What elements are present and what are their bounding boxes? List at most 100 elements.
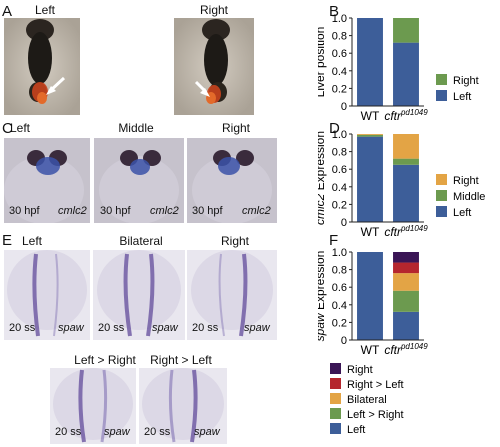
panel-e-stage-label-right-gt-left: 20 ss (144, 426, 171, 438)
panel-a-caption-left: Left (34, 3, 55, 17)
panel-c-embryo-photo-middle (94, 138, 184, 223)
panel-letter-c: C (2, 120, 13, 137)
x-category-name: WT (361, 343, 380, 357)
x-category-superscript: pd1049 (400, 224, 428, 233)
legend-label: Left (347, 424, 365, 436)
panel-e-embryo-photo-right-gt-left (139, 368, 227, 444)
bar-segment-left (393, 42, 419, 106)
legend-label: Middle (453, 191, 485, 203)
panel-e-embryo-photo-left (4, 250, 90, 340)
legend-label: Right (453, 175, 479, 187)
panel-e-gene-label-right: spaw (244, 322, 270, 334)
y-tick-label: 0.2 (332, 83, 347, 95)
y-tick-label: 0.8 (332, 265, 347, 277)
bar-segment-left (393, 311, 419, 340)
x-category-label: WT (361, 225, 380, 238)
x-category-name: cftr (384, 225, 402, 238)
y-axis-label: Liver position (318, 27, 327, 98)
panel-e-gene-label-left-gt-right: spaw (104, 426, 130, 438)
bar-segment-middle (357, 134, 383, 137)
panel-c-stage-label-left: 30 hpf (9, 205, 40, 217)
legend-swatch (436, 174, 447, 185)
legend-label: Left (453, 91, 471, 103)
legend-label: Right (347, 364, 373, 376)
y-tick-label: 0.8 (332, 147, 347, 159)
panel-e-stage-label-left: 20 ss (9, 322, 36, 334)
y-axis-label: spaw Expression (318, 251, 327, 342)
panel-c-embryo-photo-right (187, 138, 277, 223)
y-axis-label-text: Expression (318, 131, 327, 194)
legend-label: Right > Left (347, 379, 404, 391)
x-category-label: cftrpd1049 (384, 224, 428, 238)
panel-c-stage-label-right: 30 hpf (192, 205, 223, 217)
y-axis-label: cmlc2 Expression (318, 131, 327, 225)
legend-swatch (436, 190, 447, 201)
y-axis-label-text: Expression (318, 251, 327, 314)
legend-label: Left > Right (347, 409, 404, 421)
x-category-name: WT (361, 109, 380, 122)
panel-e-caption-right: Right (220, 234, 249, 248)
y-tick-label: 0.4 (332, 300, 347, 312)
panel-e-embryo-photo-bilateral (93, 250, 185, 340)
cmlc2-expression-chart: cmlc2 Expression 0 0.2 0.4 0.6 0.8 1.0 WT cftrpd… (318, 129, 485, 238)
panel-e-gene-label-bilateral: spaw (152, 322, 178, 334)
panel-a-embryo-photo-left (4, 18, 80, 115)
bar-segment-left (357, 18, 383, 106)
legend-swatch (330, 423, 341, 434)
x-category-superscript: pd1049 (400, 342, 428, 351)
bar-segment-left-right (393, 290, 419, 312)
panel-e-caption-bilateral: Bilateral (119, 234, 163, 248)
spaw-expression-chart: spaw Expression 0 0.2 0.4 0.6 0.8 1.0 WT cftrpd1… (318, 247, 428, 436)
y-tick-label: 0.6 (332, 282, 347, 294)
bar-segment-right (393, 252, 419, 263)
y-tick-label: 1.0 (332, 13, 347, 25)
bar-segment-right-left (393, 262, 419, 274)
panel-c-gene-label-middle: cmlc2 (150, 205, 179, 217)
panel-e-embryo-photo-left-gt-right (50, 368, 136, 444)
panel-c-caption-middle: Middle (118, 121, 154, 135)
legend-swatch (436, 206, 447, 217)
y-tick-label: 0 (341, 335, 347, 347)
legend-label: Right (453, 75, 479, 87)
panel-e-caption-right-gt-left: Right > Left (150, 353, 212, 367)
panel-c-stage-label-middle: 30 hpf (100, 205, 131, 217)
panel-letter-d: D (329, 120, 340, 137)
bar-segment-left (393, 164, 419, 222)
panel-e-caption-left-gt-right: Left > Right (74, 353, 136, 367)
panel-e-stage-label-right: 20 ss (192, 322, 219, 334)
bar-segment-right (393, 18, 419, 43)
bar-segment-right (393, 134, 419, 159)
y-tick-label: 1.0 (332, 129, 347, 141)
y-tick-label: 0.6 (332, 48, 347, 60)
legend-swatch (436, 74, 447, 85)
x-category-label: cftrpd1049 (384, 342, 428, 357)
legend-label: Left (453, 207, 471, 219)
panel-c-caption-right: Right (221, 121, 250, 135)
y-tick-label: 0.2 (332, 317, 347, 329)
y-tick-label: 1.0 (332, 247, 347, 259)
bar-segment-left (357, 252, 383, 340)
y-tick-label: 0 (341, 217, 347, 229)
y-tick-label: 0.4 (332, 182, 347, 194)
x-category-label: WT (361, 109, 380, 122)
y-tick-label: 0.6 (332, 164, 347, 176)
panel-e-stage-label-left-gt-right: 20 ss (55, 426, 82, 438)
y-axis-label-gene: cmlc2 (318, 193, 327, 225)
x-category-name: cftr (384, 343, 402, 357)
x-category-superscript: pd1049 (400, 108, 428, 117)
legend-swatch (330, 393, 341, 404)
panel-c-gene-label-left: cmlc2 (58, 205, 87, 217)
panel-letter-e: E (2, 232, 13, 249)
panel-e-embryo-photo-right (187, 250, 277, 340)
x-category-label: WT (361, 343, 380, 357)
y-tick-label: 0.4 (332, 66, 347, 78)
panel-letter-a: A (2, 3, 13, 20)
panel-a-embryo-photo-right (174, 18, 254, 115)
y-tick-label: 0 (341, 101, 347, 113)
panel-letter-f: F (329, 232, 339, 249)
panel-e-gene-label-left: spaw (58, 322, 84, 334)
panel-letter-b: B (329, 3, 340, 20)
y-axis-label-text: Liver position (318, 27, 327, 98)
y-tick-label: 0.8 (332, 31, 347, 43)
panel-c-embryo-photo-left (4, 138, 90, 223)
